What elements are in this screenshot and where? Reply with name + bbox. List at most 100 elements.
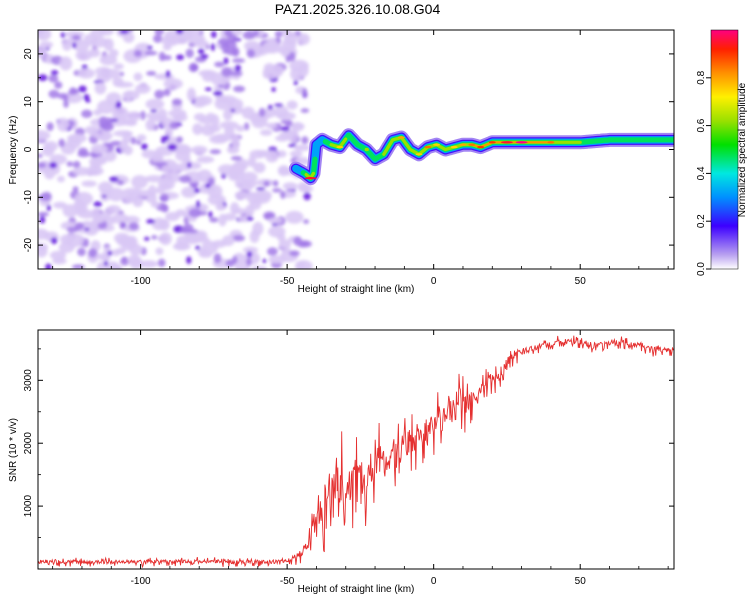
noise-blob: [151, 235, 158, 240]
noise-blob: [175, 149, 191, 162]
noise-blob: [275, 135, 290, 142]
noise-blob: [246, 49, 256, 58]
noise-blob: [154, 89, 165, 99]
noise-blob: [179, 175, 192, 183]
noise-blob: [303, 192, 311, 201]
noise-blob: [75, 49, 93, 61]
noise-blob: [154, 30, 165, 35]
noise-blob: [130, 136, 137, 145]
noise-blob: [233, 85, 246, 93]
noise-blob: [278, 167, 292, 174]
noise-blob: [66, 226, 80, 233]
noise-blob: [38, 130, 51, 141]
noise-blob: [145, 98, 165, 110]
noise-blob: [102, 194, 107, 198]
noise-blob: [155, 247, 164, 256]
ridge-peak: [488, 141, 496, 144]
noise-blob: [204, 183, 211, 189]
noise-blob: [186, 256, 192, 264]
noise-blob: [175, 209, 187, 217]
noise-blob: [251, 265, 268, 269]
noise-blob: [109, 264, 123, 269]
noise-blob: [247, 155, 257, 168]
ridge-peak: [336, 145, 344, 149]
spectrogram-ridge: [288, 128, 674, 186]
noise-blob: [159, 232, 172, 246]
noise-blob: [228, 106, 244, 115]
noise-blob: [161, 136, 166, 144]
noise-blob: [153, 34, 163, 43]
noise-blob: [263, 180, 270, 187]
noise-blob: [150, 109, 158, 113]
spectrogram-x-tick-label: -50: [280, 276, 295, 287]
noise-blob: [107, 187, 125, 202]
noise-blob: [291, 122, 305, 132]
noise-blob: [49, 250, 67, 260]
noise-blob: [262, 258, 267, 264]
spectrogram-y-tick-label: -10: [23, 190, 34, 205]
noise-blob: [147, 45, 153, 50]
noise-blob: [63, 100, 69, 108]
noise-blob: [146, 219, 156, 224]
noise-blob: [231, 47, 240, 57]
noise-blob: [107, 205, 121, 214]
noise-blob: [132, 196, 144, 208]
noise-blob: [268, 255, 287, 264]
noise-blob: [191, 236, 210, 243]
noise-blob: [193, 113, 206, 122]
noise-blob: [43, 141, 58, 152]
spectrogram-noise-region: [38, 30, 314, 269]
noise-blob: [72, 160, 81, 169]
colorbar: 0.0 0.2 0.4 0.6 0.8 Normalized spectral ampl…: [696, 29, 748, 276]
snr-x-tick-label: 0: [431, 576, 437, 587]
noise-blob: [196, 200, 201, 208]
noise-blob: [286, 100, 298, 110]
noise-blob: [119, 221, 126, 230]
noise-blob: [126, 235, 138, 249]
noise-blob: [230, 156, 243, 161]
ridge-peak: [424, 145, 432, 149]
noise-blob: [123, 145, 133, 156]
noise-blob: [71, 34, 81, 41]
noise-blob: [229, 202, 240, 215]
ridge-peak: [450, 145, 458, 149]
noise-blob: [144, 50, 158, 56]
noise-blob: [66, 161, 74, 167]
noise-blob: [271, 87, 276, 92]
noise-blob: [300, 108, 310, 113]
noise-blob: [93, 201, 103, 207]
noise-blob: [187, 33, 206, 44]
snr-x-tick-label: -50: [280, 576, 295, 587]
noise-blob: [227, 33, 238, 44]
noise-blob: [289, 150, 303, 158]
noise-blob: [67, 133, 87, 144]
noise-blob: [85, 99, 91, 103]
spectrogram-y-tick-label: 20: [23, 48, 34, 60]
noise-blob: [124, 215, 140, 225]
noise-blob: [94, 131, 113, 141]
noise-blob: [99, 54, 118, 66]
noise-blob: [144, 236, 150, 241]
colorbar-label: Normalized spectral amplitude: [737, 82, 748, 217]
noise-blob: [187, 162, 192, 169]
noise-blob: [71, 264, 85, 269]
noise-blob: [263, 72, 278, 80]
noise-blob: [98, 181, 113, 194]
noise-blob: [222, 235, 235, 247]
noise-blob: [48, 89, 60, 99]
noise-blob: [58, 138, 65, 148]
ridge-peak: [547, 141, 555, 144]
noise-blob: [94, 82, 107, 95]
noise-blob: [196, 156, 215, 164]
noise-blob: [95, 253, 109, 260]
noise-blob: [38, 211, 49, 217]
noise-blob: [280, 190, 286, 200]
noise-blob: [267, 104, 273, 110]
noise-blob: [198, 69, 217, 77]
snr-y-axis-label: SNR (10 * v/v): [8, 418, 19, 482]
noise-blob: [38, 153, 43, 159]
ridge-peak: [459, 143, 467, 146]
noise-blob: [62, 40, 72, 51]
noise-blob: [288, 51, 296, 62]
